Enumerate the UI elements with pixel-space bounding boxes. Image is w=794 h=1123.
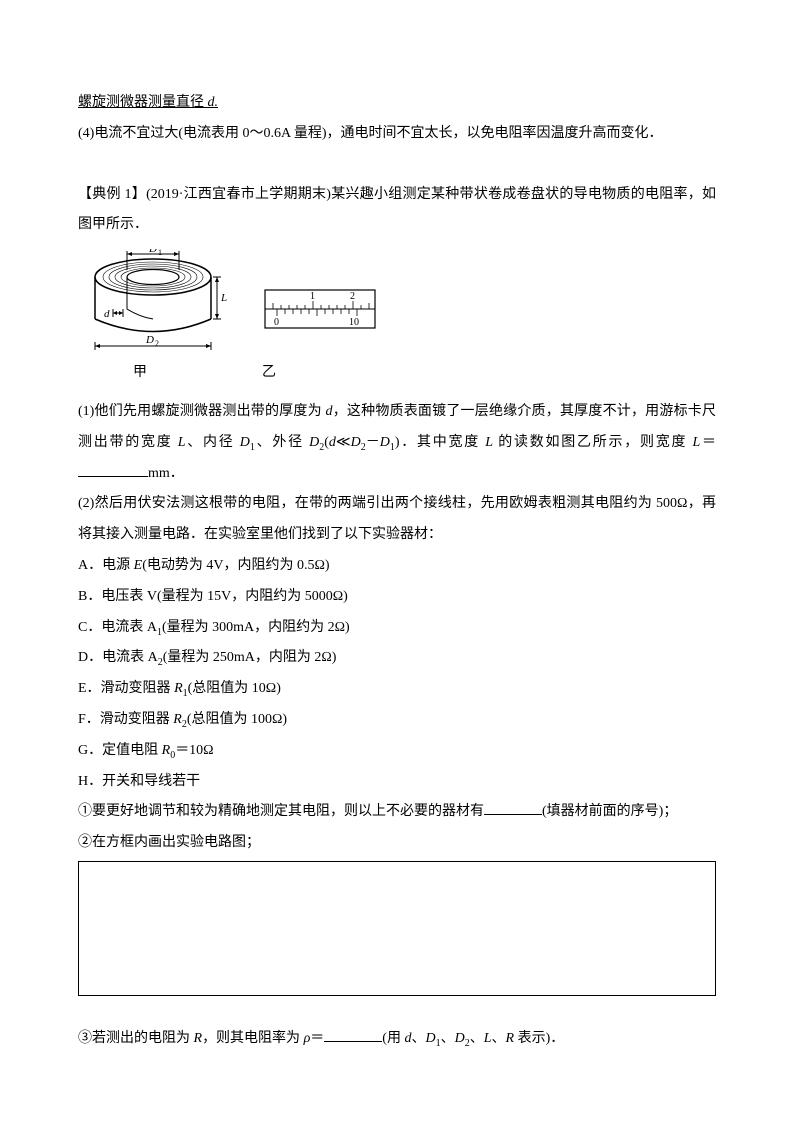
option-H: H．开关和导线若干 — [78, 767, 716, 798]
blank-rho — [324, 1028, 382, 1042]
ruler-diagram: 1 2 0 10 — [263, 284, 378, 334]
option-G: G．定值电阻 R0＝10Ω — [78, 736, 716, 767]
svg-text:0: 0 — [274, 317, 279, 328]
blank-width-L — [78, 463, 148, 477]
line-micrometer: 螺旋测微器测量直径 d. — [78, 88, 716, 119]
coil-diagram: D1 d L D2 — [78, 249, 228, 354]
option-B: B．电压表 V(量程为 15V，内阻约为 5000Ω) — [78, 582, 716, 613]
svg-text:D: D — [148, 249, 157, 255]
svg-text:L: L — [220, 292, 227, 304]
svg-text:2: 2 — [350, 291, 355, 302]
figure-labels: 甲 乙 — [133, 358, 716, 389]
option-D: D．电流表 A2(量程为 250mA，内阻为 2Ω) — [78, 643, 716, 674]
question-2: (2)然后用伏安法测这根带的电阻，在带的两端引出两个接线柱，先用欧姆表粗测其电阻… — [78, 489, 716, 551]
line-current-note: (4)电流不宜过大(电流表用 0～0.6A 量程)，通电时间不宜太长，以免电阻率… — [78, 119, 716, 150]
svg-text:1: 1 — [158, 249, 162, 257]
svg-text:1: 1 — [310, 291, 315, 302]
svg-text:D: D — [145, 334, 154, 346]
circuit-answer-box — [78, 861, 716, 996]
svg-text:d: d — [104, 308, 110, 320]
blank-unnecessary — [484, 801, 542, 815]
figure-row: D1 d L D2 1 2 — [78, 249, 716, 354]
sub-question-2: ②在方框内画出实验电路图； — [78, 828, 716, 859]
sub-question-3: ③若测出的电阻为 R，则其电阻率为 ρ＝(用 d、D1、D2、L、R 表示)． — [78, 1024, 716, 1055]
var-d: d. — [208, 95, 219, 110]
sub-question-1: ①要更好地调节和较为精确地测定其电阻，则以上不必要的器材有(填器材前面的序号)； — [78, 797, 716, 828]
option-A: A．电源 E(电动势为 4V，内阻约为 0.5Ω) — [78, 551, 716, 582]
question-1: (1)他们先用螺旋测微器测出带的厚度为 d，这种物质表面镀了一层绝缘介质，其厚度… — [78, 397, 716, 489]
svg-text:10: 10 — [349, 317, 359, 328]
example-title: 【典例 1】(2019·江西宜春市上学期期末)某兴趣小组测定某种带状卷成卷盘状的… — [78, 180, 716, 242]
option-C: C．电流表 A1(量程为 300mA，内阻约为 2Ω) — [78, 613, 716, 644]
label-yi: 乙 — [262, 358, 276, 389]
option-E: E．滑动变阻器 R1(总阻值为 10Ω) — [78, 674, 716, 705]
option-F: F．滑动变阻器 R2(总阻值为 100Ω) — [78, 705, 716, 736]
svg-text:2: 2 — [155, 339, 159, 348]
underline-text: 螺旋测微器测量直径 — [78, 95, 208, 110]
label-jia: 甲 — [133, 358, 147, 389]
